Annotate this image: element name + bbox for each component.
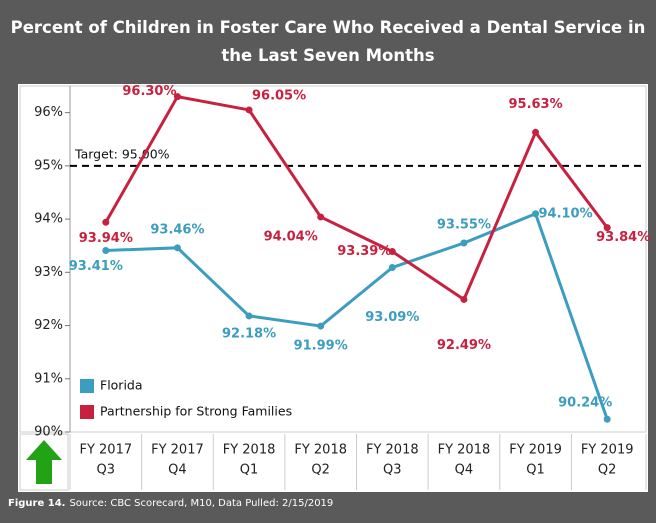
value-label: 90.24% — [558, 396, 612, 411]
source: Source: CBC Scorecard, M10, Data Pulled:… — [69, 498, 334, 509]
legend-swatch — [80, 379, 94, 393]
point — [173, 93, 181, 101]
point — [388, 264, 396, 272]
x-tick-label: FY 2018 — [438, 443, 491, 458]
point — [603, 415, 611, 423]
value-label: 96.05% — [252, 88, 306, 103]
x-tick-label: FY 2017 — [79, 443, 132, 458]
x-tick-label: FY 2018 — [366, 443, 419, 458]
x-tick-label: Q4 — [168, 463, 187, 478]
value-label: 96.30% — [122, 84, 176, 99]
value-label: 93.55% — [437, 218, 491, 233]
chart-title: Percent of Children in Foster Care Who R… — [10, 18, 646, 65]
y-tick-label: 91% — [34, 371, 63, 386]
y-tick-label: 94% — [34, 212, 63, 227]
x-tick-label: FY 2018 — [294, 443, 347, 458]
x-tick-label: Q4 — [455, 463, 474, 478]
x-tick-label: Q2 — [311, 463, 330, 478]
y-tick-label: 93% — [34, 265, 63, 280]
point — [388, 248, 396, 256]
point — [173, 244, 181, 252]
value-label: 95.63% — [508, 97, 562, 112]
x-tick-label: FY 2017 — [151, 443, 204, 458]
plot-frame — [19, 85, 647, 433]
value-label: 93.41% — [69, 259, 123, 274]
point — [102, 246, 110, 254]
value-label: 93.46% — [150, 222, 204, 237]
point — [460, 239, 468, 247]
footer: Figure 14. Source: CBC Scorecard, M10, Da… — [8, 498, 333, 509]
point — [603, 224, 611, 232]
y-tick-label: 96% — [34, 105, 63, 120]
point — [532, 210, 540, 218]
y-tick-label: 90% — [34, 425, 63, 440]
series-line — [104, 94, 609, 302]
y-tick-label: 92% — [34, 318, 63, 333]
x-tick-label: Q1 — [240, 463, 259, 478]
point — [102, 218, 110, 226]
up-arrow — [26, 440, 62, 484]
value-label: 92.49% — [437, 338, 491, 353]
x-tick-label: Q1 — [526, 463, 545, 478]
value-label: 94.10% — [538, 206, 592, 221]
value-label: 91.99% — [294, 339, 348, 354]
legend-swatch — [80, 405, 94, 419]
y-tick-label: 95% — [34, 158, 63, 173]
legend-label: Partnership for Strong Families — [100, 404, 292, 419]
point — [245, 312, 253, 320]
x-tick-label: Q3 — [383, 463, 402, 478]
legend-label: Florida — [100, 378, 143, 393]
value-label: 93.94% — [79, 231, 133, 246]
x-tick-label: Q3 — [97, 463, 116, 478]
x-tick-label: Q2 — [598, 463, 617, 478]
point — [317, 322, 325, 330]
target-label: Target: 95.00% — [74, 146, 170, 161]
point — [532, 128, 540, 136]
value-label: 93.84% — [596, 230, 650, 245]
point — [460, 295, 468, 303]
point — [317, 213, 325, 221]
value-label: 93.09% — [365, 310, 419, 325]
series-line — [105, 211, 609, 420]
x-tick-label: FY 2019 — [509, 443, 562, 458]
x-tick-label: FY 2018 — [223, 443, 276, 458]
value-label: 92.18% — [222, 326, 276, 341]
point — [245, 106, 253, 114]
value-label: 94.04% — [264, 229, 318, 244]
value-label: 93.39% — [337, 244, 391, 259]
figure-label: Figure 14. — [8, 498, 66, 509]
x-tick-label: FY 2019 — [581, 443, 634, 458]
